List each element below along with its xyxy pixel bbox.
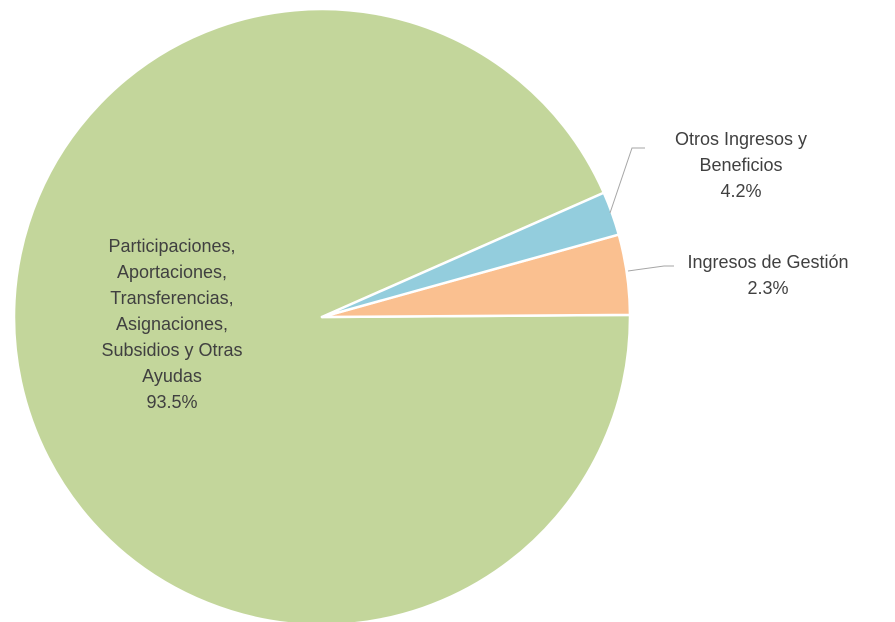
data-label-line-0-2: Transferencias,: [110, 288, 233, 308]
data-label-line-0-1: Aportaciones,: [117, 262, 227, 282]
data-label-1: Otros Ingresos y Beneficios 4.2%: [675, 129, 807, 201]
leader-lines-layer: [609, 147, 674, 272]
data-label-line-1-1: Beneficios: [699, 155, 782, 175]
data-label-line-0-5: Ayudas: [142, 366, 202, 386]
data-label-0: Participaciones, Aportaciones, Transferenc…: [101, 236, 242, 412]
data-label-line-0-3: Asignaciones,: [116, 314, 228, 334]
pie-slice-2: [320, 191, 621, 319]
data-label-value-2: 2.3%: [747, 278, 788, 298]
data-label-line-2-0: Ingresos de Gestión: [687, 252, 848, 272]
slices-layer: [12, 7, 632, 622]
data-label-value-1: 4.2%: [720, 181, 761, 201]
data-label-2: Ingresos de Gestión 2.3%: [687, 252, 848, 298]
data-labels-layer: Participaciones, Aportaciones, Transferenc…: [101, 129, 848, 412]
data-label-line-0-4: Subsidios y Otras: [101, 340, 242, 360]
leader-line-1: [609, 147, 645, 214]
pie-slice-0: [12, 7, 632, 622]
data-label-line-1-0: Otros Ingresos y: [675, 129, 807, 149]
data-label-value-0: 93.5%: [146, 392, 197, 412]
leader-line-2: [627, 265, 674, 272]
data-label-line-0-0: Participaciones,: [108, 236, 235, 256]
